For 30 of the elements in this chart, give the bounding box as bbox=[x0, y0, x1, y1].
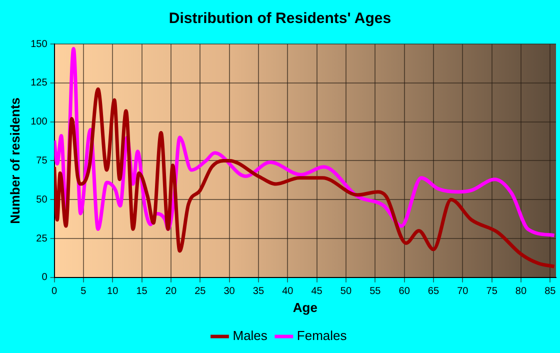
x-tick-label: 60 bbox=[398, 286, 410, 298]
y-tick-label: 25 bbox=[36, 233, 48, 244]
x-tick-label: 10 bbox=[107, 286, 119, 298]
x-tick-label: 55 bbox=[370, 286, 382, 298]
x-tick-label: 35 bbox=[252, 286, 264, 298]
x-tick-label: 75 bbox=[486, 286, 498, 298]
y-tick-label: 50 bbox=[36, 194, 48, 206]
legend-label: Females bbox=[296, 328, 348, 344]
x-tick-label: 15 bbox=[136, 286, 148, 298]
x-tick-label: 0 bbox=[52, 286, 58, 298]
x-tick-label: 50 bbox=[340, 286, 352, 298]
x-tick-label: 25 bbox=[194, 286, 206, 298]
y-tick-label: 100 bbox=[30, 116, 48, 128]
y-tick-label: 125 bbox=[30, 78, 48, 89]
x-tick-label: 30 bbox=[224, 286, 236, 298]
chart-title: Distribution of Residents' Ages bbox=[168, 10, 392, 28]
legend-label: Males bbox=[232, 328, 268, 344]
x-tick-label: 45 bbox=[311, 286, 323, 298]
x-tick-label: 70 bbox=[457, 286, 469, 298]
x-tick-label: 85 bbox=[544, 286, 556, 298]
y-tick-label: 150 bbox=[30, 38, 48, 50]
x-tick-label: 20 bbox=[165, 286, 177, 298]
x-tick-label: 5 bbox=[80, 286, 87, 298]
x-tick-label: 65 bbox=[428, 286, 440, 298]
x-tick-label: 80 bbox=[515, 286, 527, 298]
y-tick-label: 0 bbox=[42, 272, 48, 284]
x-axis-title: Age bbox=[292, 300, 318, 315]
y-tick-label: 75 bbox=[36, 155, 48, 166]
y-axis-title: Number of residents bbox=[7, 97, 22, 224]
x-tick-label: 40 bbox=[282, 286, 294, 298]
